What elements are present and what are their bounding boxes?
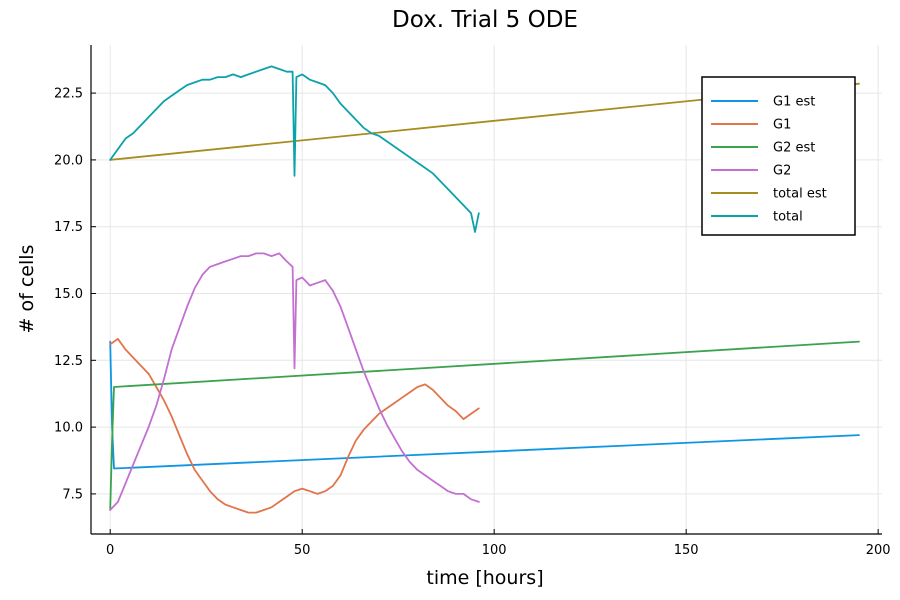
legend-label-g1-est: G1 est bbox=[773, 95, 815, 110]
y-tick-label: 10.0 bbox=[54, 421, 83, 436]
series-line-g1-est bbox=[109, 340, 860, 470]
legend-label-total-est: total est bbox=[773, 187, 827, 202]
legend-label-g1: G1 bbox=[773, 118, 791, 133]
x-tick-label: 50 bbox=[294, 543, 311, 558]
series-line-g2 bbox=[109, 252, 480, 511]
axes bbox=[90, 45, 882, 535]
x-tick-label: 100 bbox=[482, 543, 507, 558]
x-axis-title: time [hours] bbox=[426, 567, 543, 589]
y-tick-label: 22.5 bbox=[54, 87, 83, 102]
series-lines bbox=[109, 65, 860, 514]
legend-label-total: total bbox=[773, 210, 803, 225]
x-tick-labels: 0 50 100 150 200 bbox=[106, 543, 891, 558]
y-tick-label: 17.5 bbox=[54, 220, 83, 235]
legend: G1 est G1 G2 est G2 total est total bbox=[701, 76, 856, 236]
series-line-g2-est bbox=[109, 340, 860, 511]
x-tick-label: 150 bbox=[674, 543, 699, 558]
legend-label-g2: G2 bbox=[773, 164, 791, 179]
y-tick-label: 7.5 bbox=[62, 487, 83, 502]
series-line-total bbox=[109, 65, 480, 233]
y-tick-label: 12.5 bbox=[54, 354, 83, 369]
series-line-g1 bbox=[109, 337, 480, 514]
legend-label-g2-est: G2 est bbox=[773, 141, 815, 156]
y-tick-label: 20.0 bbox=[54, 153, 83, 168]
y-axis-title: # of cells bbox=[16, 245, 38, 334]
legend-box bbox=[701, 76, 856, 236]
x-tick-label: 0 bbox=[106, 543, 114, 558]
y-tick-labels: 7.5 10.0 12.5 15.0 17.5 20.0 22.5 bbox=[54, 87, 83, 503]
y-tick-label: 15.0 bbox=[54, 287, 83, 302]
x-tick-label: 200 bbox=[866, 543, 891, 558]
chart-title: Dox. Trial 5 ODE bbox=[392, 7, 578, 33]
